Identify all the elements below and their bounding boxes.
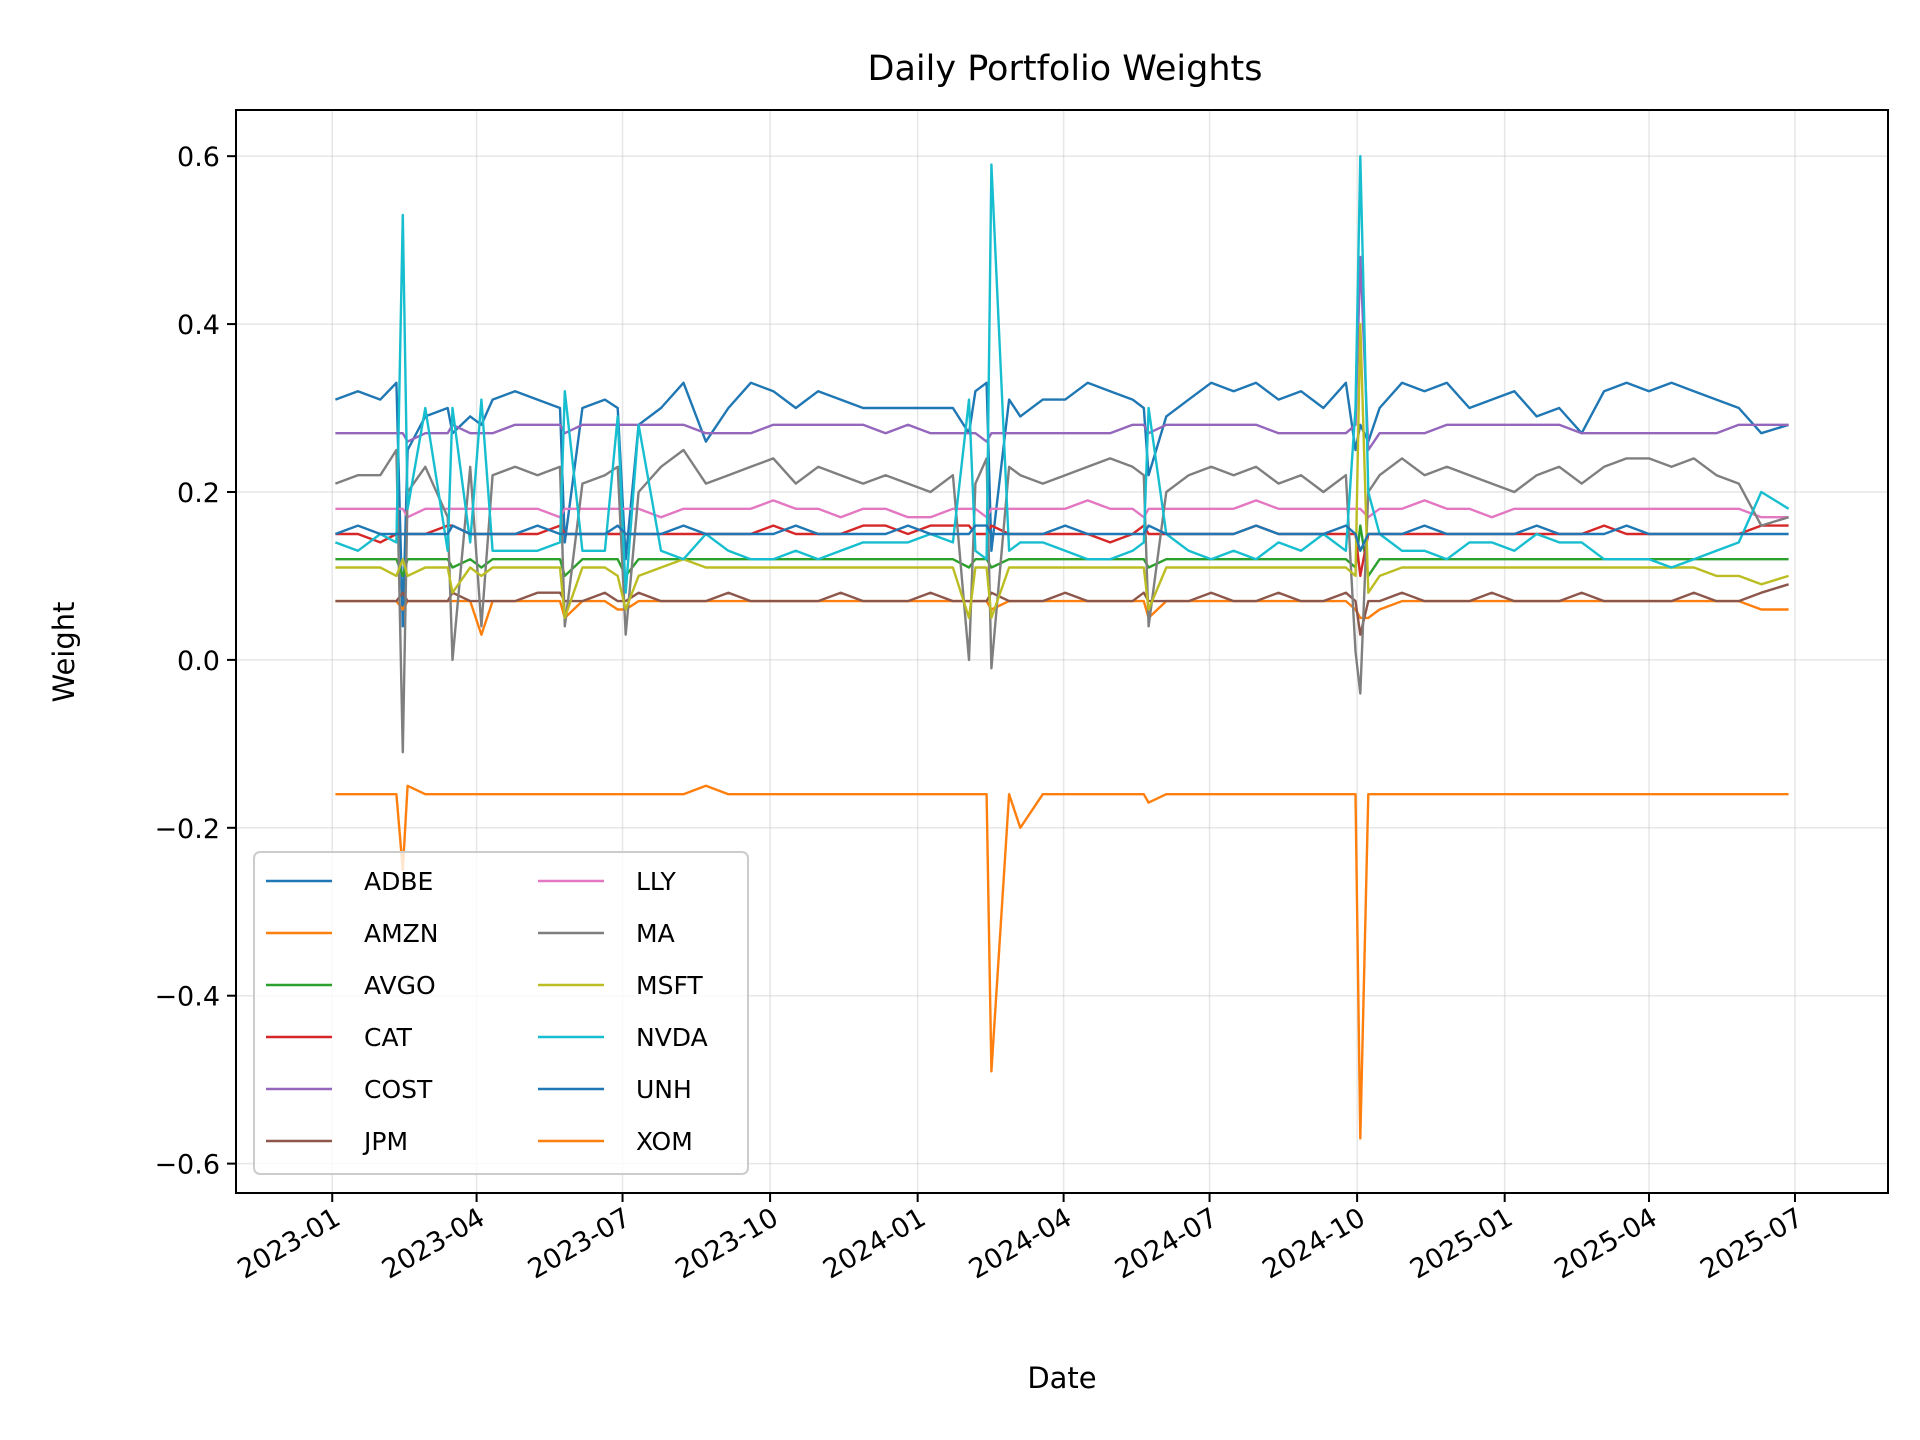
y-tick-label: 0.0 [177,646,220,677]
y-tick-label: 0.6 [177,142,220,173]
legend-label: NVDA [636,1023,708,1052]
y-tick-label: −0.2 [154,814,220,845]
legend-label: ADBE [364,867,433,896]
series-line-xom [335,784,1789,1140]
y-tick-label: −0.4 [154,982,220,1013]
series-line-lly [335,499,1789,519]
series-line-unh [334,524,1789,552]
legend-label: XOM [636,1127,693,1156]
chart-title: Daily Portfolio Weights [868,49,1263,89]
series-line-adbe [334,381,1789,628]
series-line-nvda [334,154,1790,594]
legend-box [253,851,749,1175]
y-tick-label: 0.2 [177,478,220,509]
legend-label: AMZN [364,919,439,948]
legend: ADBE AMZN AVGO CAT COST JPM LLY MA MSFT NVDA UNH XO… [253,851,749,1175]
series-lines [334,154,1790,1140]
series-line-cost [335,255,1789,452]
legend-label: UNH [636,1075,692,1104]
legend-label: AVGO [364,971,436,1000]
legend-label: LLY [636,867,677,896]
y-axis-title: Weight [47,601,81,702]
plot-frame [235,109,1889,1194]
y-tick-label: −0.6 [154,1150,220,1181]
legend-label: MSFT [636,971,703,1000]
series-line-jpm [335,583,1789,636]
legend-label: JPM [362,1127,408,1156]
legend-label: COST [364,1075,433,1104]
grid [236,110,1888,1193]
series-line-avgo [335,524,1789,578]
series-line-msft [335,322,1789,620]
legend-label: CAT [364,1023,413,1052]
y-axis: −0.6 −0.4 −0.2 0.0 0.2 0.4 0.6 [154,142,236,1181]
x-axis-title: Date [1027,1361,1096,1395]
y-tick-label: 0.4 [177,310,220,341]
series-line-ma [334,448,1789,754]
legend-label: MA [636,919,675,948]
